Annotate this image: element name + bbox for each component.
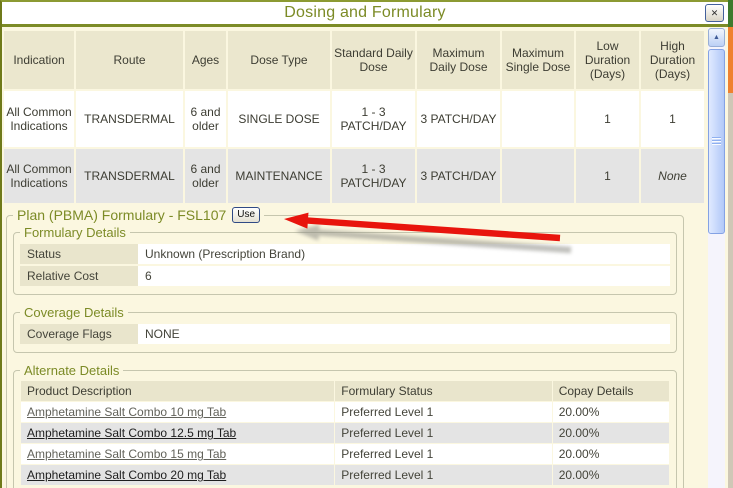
copay-cell: 20.00% (552, 402, 669, 422)
product-link[interactable]: Amphetamine Salt Combo 15 mg Tab (27, 447, 227, 461)
formulary-status-cell: Preferred Level 1 (335, 465, 552, 485)
col-header: Maximum Single Dose (502, 31, 574, 89)
table-row: Amphetamine Salt Combo 20 mg Tab Preferr… (21, 465, 669, 485)
relative-cost-row: Relative Cost 6 (20, 266, 670, 286)
dosing-row: All Common Indications TRANSDERMAL 6 and… (4, 149, 704, 203)
status-label: Status (20, 244, 138, 264)
scrollbar-thumb[interactable] (708, 49, 725, 234)
cell-indication: All Common Indications (4, 91, 74, 147)
col-header: Copay Details (552, 381, 669, 401)
col-header: Ages (185, 31, 226, 89)
table-row: Amphetamine Salt Combo 12.5 mg Tab Prefe… (21, 423, 669, 443)
cell-dose-type: SINGLE DOSE (228, 91, 330, 147)
alternate-details-section: Alternate Details Product Description Fo… (13, 363, 677, 488)
col-header: Route (76, 31, 183, 89)
col-header: Maximum Daily Dose (417, 31, 500, 89)
cell-ages: 6 and older (185, 91, 226, 147)
coverage-details-section: Coverage Details Coverage Flags NONE (13, 305, 677, 353)
table-row: Amphetamine Salt Combo 15 mg Tab Preferr… (21, 444, 669, 464)
cell-dose-type: MAINTENANCE (228, 149, 330, 203)
cell-maximum-daily-dose: 3 PATCH/DAY (417, 91, 500, 147)
dosing-header-row: Indication Route Ages Dose Type Standard… (4, 31, 704, 89)
relative-cost-label: Relative Cost (20, 266, 138, 286)
scrollbar-grip-icon (712, 136, 721, 146)
coverage-flags-label: Coverage Flags (20, 324, 138, 344)
coverage-flags-value: NONE (138, 324, 670, 344)
col-header: Dose Type (228, 31, 330, 89)
dialog-titlebar: Dosing and Formulary ✕ (2, 2, 728, 27)
cell-high-duration: None (641, 149, 704, 203)
product-link[interactable]: Amphetamine Salt Combo 12.5 mg Tab (27, 426, 237, 440)
col-header: Low Duration (Days) (576, 31, 639, 89)
copay-cell: 20.00% (552, 465, 669, 485)
close-button[interactable]: ✕ (705, 4, 724, 22)
cell-maximum-single-dose (502, 149, 574, 203)
product-link[interactable]: Amphetamine Salt Combo 20 mg Tab (27, 468, 227, 482)
cell-low-duration: 1 (576, 149, 639, 203)
plan-formulary-legend: Plan (PBMA) Formulary - FSL107 Use (13, 207, 264, 223)
background-edge-orange (728, 27, 733, 93)
col-header: High Duration (Days) (641, 31, 704, 89)
col-header: Standard Daily Dose (332, 31, 415, 89)
background-edge-strip (728, 0, 733, 488)
use-button[interactable]: Use (232, 207, 261, 223)
formulary-status-cell: Preferred Level 1 (335, 402, 552, 422)
product-link[interactable]: Amphetamine Salt Combo 10 mg Tab (27, 405, 227, 419)
coverage-flags-row: Coverage Flags NONE (20, 324, 670, 344)
cell-standard-daily-dose: 1 - 3 PATCH/DAY (332, 91, 415, 147)
coverage-details-legend: Coverage Details (24, 305, 124, 320)
col-header: Product Description (21, 381, 335, 401)
relative-cost-value: 6 (138, 266, 670, 286)
cell-route: TRANSDERMAL (76, 149, 183, 203)
formulary-status-cell: Preferred Level 1 (335, 444, 552, 464)
plan-formulary-section: Plan (PBMA) Formulary - FSL107 Use Formu… (6, 207, 684, 488)
cell-high-duration: 1 (641, 91, 704, 147)
vertical-scrollbar[interactable]: ▲ (708, 28, 725, 488)
page-title: Dosing and Formulary (284, 4, 446, 21)
formulary-details-legend: Formulary Details (24, 225, 126, 240)
col-header: Formulary Status (335, 381, 552, 401)
formulary-details-section: Formulary Details Status Unknown (Prescr… (13, 225, 677, 295)
dosing-row: All Common Indications TRANSDERMAL 6 and… (4, 91, 704, 147)
scroll-up-button[interactable]: ▲ (708, 28, 725, 47)
table-row: Amphetamine Salt Combo 10 mg Tab Preferr… (21, 402, 669, 422)
dialog-content: Indication Route Ages Dose Type Standard… (2, 27, 708, 488)
cell-route: TRANSDERMAL (76, 91, 183, 147)
dosing-table: Indication Route Ages Dose Type Standard… (2, 29, 706, 205)
plan-formulary-title: Plan (PBMA) Formulary - FSL107 (17, 207, 227, 223)
copay-cell: 20.00% (552, 423, 669, 443)
scroll-up-icon: ▲ (713, 34, 720, 41)
copay-cell: 20.00% (552, 444, 669, 464)
alternate-details-table: Product Description Formulary Status Cop… (20, 380, 670, 486)
close-icon: ✕ (710, 7, 719, 18)
cell-indication: All Common Indications (4, 149, 74, 203)
status-row: Status Unknown (Prescription Brand) (20, 244, 670, 264)
alternate-header-row: Product Description Formulary Status Cop… (21, 381, 669, 401)
cell-low-duration: 1 (576, 91, 639, 147)
alternate-details-legend: Alternate Details (24, 363, 120, 378)
cell-standard-daily-dose: 1 - 3 PATCH/DAY (332, 149, 415, 203)
cell-maximum-daily-dose: 3 PATCH/DAY (417, 149, 500, 203)
col-header: Indication (4, 31, 74, 89)
cell-maximum-single-dose (502, 91, 574, 147)
status-value: Unknown (Prescription Brand) (138, 244, 670, 264)
background-edge-green (728, 0, 733, 27)
formulary-status-cell: Preferred Level 1 (335, 423, 552, 443)
cell-ages: 6 and older (185, 149, 226, 203)
